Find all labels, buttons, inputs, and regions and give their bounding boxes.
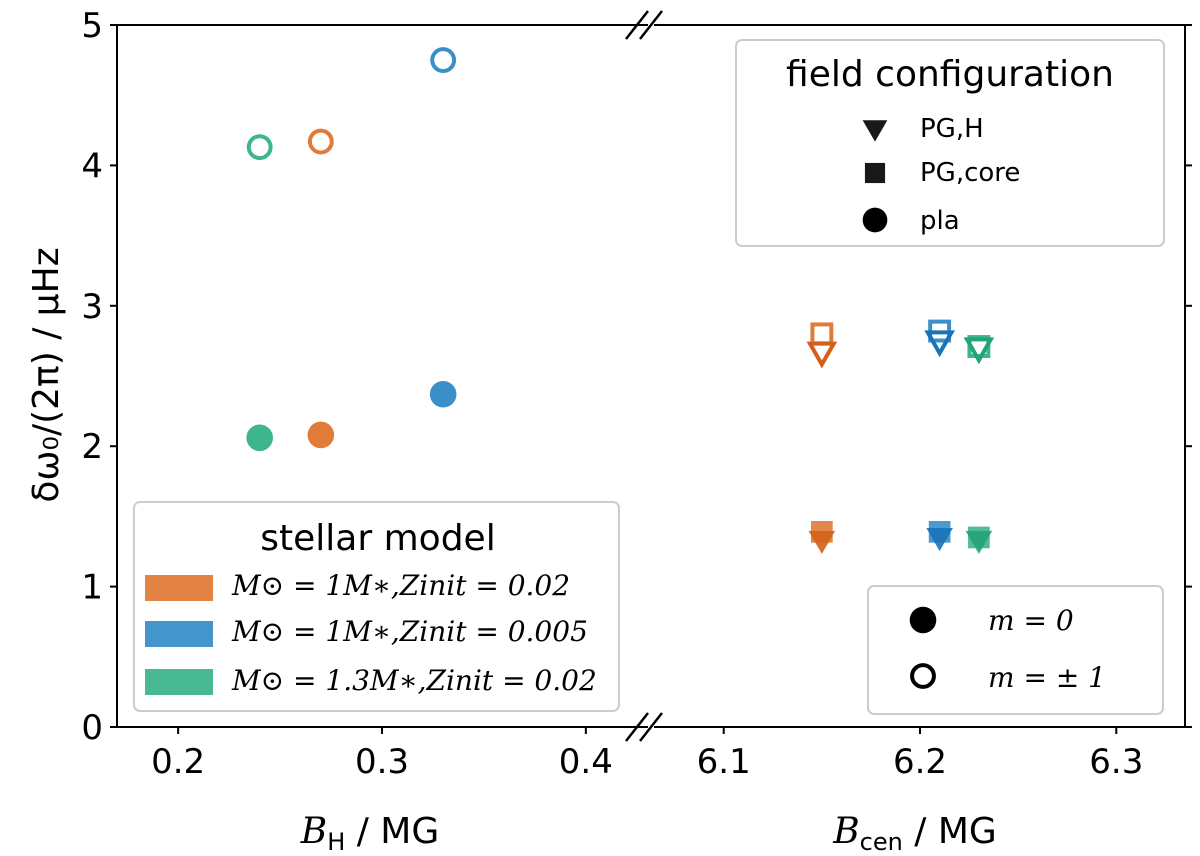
axis-break-mark (625, 10, 649, 40)
data-point-right-triangle-filled (926, 528, 953, 552)
data-point-left-circle-filled (307, 421, 335, 449)
x-axis-ticks: 0.2 0.3 0.4 6.1 6.2 6.3 (151, 727, 1143, 782)
x-axis-label-left-unit: / MG (345, 811, 439, 852)
x-axis-label-right-symbol: B (832, 811, 859, 852)
legend-model-label-3: M⊙ = 1.3M∗,Zinit = 0.02 (231, 664, 597, 697)
x-axis-label-right: Bcen / MG (832, 811, 997, 856)
legend-field-label-pgh: PG,H (920, 114, 984, 144)
data-point-right-triangle-filled (965, 530, 993, 554)
legend-m-label-0: m = 0 (988, 604, 1074, 637)
data-point-right-triangle-open (806, 341, 838, 369)
x-tick-label-left: 0.2 (151, 742, 205, 782)
y-tick-label: 5 (81, 6, 103, 46)
y-axis-label: δω₀/(2π) / μHz (26, 247, 67, 502)
x-tick-label-right: 6.1 (697, 742, 751, 782)
y-tick-label: 0 (81, 708, 103, 748)
x-axis-label-left-symbol: B (300, 811, 327, 852)
legend-m: m = 0 m = ± 1 (867, 585, 1164, 715)
legend-model-box (133, 501, 620, 712)
data-point-right-triangle-open (963, 337, 995, 365)
x-tick-label-left: 0.3 (355, 742, 409, 782)
legend-model-swatches (145, 575, 213, 695)
data-point-left-circle-filled (246, 424, 273, 452)
legend-stellar-model: stellar model M⊙ = 1M∗,Zinit = 0.02 M⊙ =… (133, 501, 620, 712)
x-axis-label-left-sub: H (327, 828, 345, 856)
y-axis-ticks: 0 1 2 3 4 5 (81, 6, 1192, 748)
legend-m-marks (909, 606, 937, 689)
axis-break-mark (639, 10, 663, 40)
legend-model-title: stellar model (260, 518, 495, 559)
x-tick-label-right: 6.2 (893, 742, 947, 782)
y-tick-label: 4 (81, 146, 103, 186)
legend-model-label-1: M⊙ = 1M∗,Zinit = 0.02 (231, 569, 570, 602)
x-axis-label-left: BH / MG (300, 811, 440, 856)
legend-field-marker-square (864, 162, 886, 184)
data-point-left-circle-filled (429, 380, 457, 408)
axis-break-mark (639, 712, 663, 742)
legend-field-label-pla: pla (920, 206, 960, 236)
data-point-right-square-open (810, 322, 834, 346)
legend-m-marker-open (910, 663, 936, 689)
data-point-left-circle-open (307, 128, 334, 155)
y-tick-label: 1 (81, 568, 103, 608)
legend-field-title: field configuration (786, 54, 1114, 95)
legend-m-marker-filled (909, 606, 937, 634)
y-tick-label: 2 (81, 427, 103, 467)
data-point-right-triangle-open (924, 330, 955, 358)
data-point-right-triangle-filled (808, 530, 836, 554)
legend-field-box (735, 39, 1165, 247)
legend-m-box (867, 585, 1164, 715)
x-tick-label-left: 0.4 (559, 742, 613, 782)
data-point-left-circle-open (430, 47, 457, 74)
x-axis-label-right-unit: / MG (903, 811, 997, 852)
data-point-left-circle-open (246, 134, 273, 161)
legend-model-swatch-orange (145, 575, 213, 601)
data-points (246, 47, 995, 554)
legend-model-label-2: M⊙ = 1M∗,Zinit = 0.005 (231, 615, 588, 648)
x-tick-label-right: 6.3 (1089, 742, 1143, 782)
legend-field-configuration: field configuration PG,H PG,core pla (735, 39, 1165, 247)
y-tick-label: 3 (81, 287, 103, 327)
legend-field-marker-triangle (862, 120, 888, 142)
legend-m-label-1: m = ± 1 (988, 661, 1106, 694)
x-axis-label-right-sub: cen (860, 828, 903, 856)
legend-field-marks (862, 120, 888, 233)
legend-field-marker-circle (862, 207, 888, 233)
legend-model-swatch-green (145, 669, 213, 695)
axis-break-mark (625, 712, 649, 742)
legend-model-swatch-blue (145, 621, 213, 647)
legend-field-label-pgcore: PG,core (920, 158, 1020, 188)
